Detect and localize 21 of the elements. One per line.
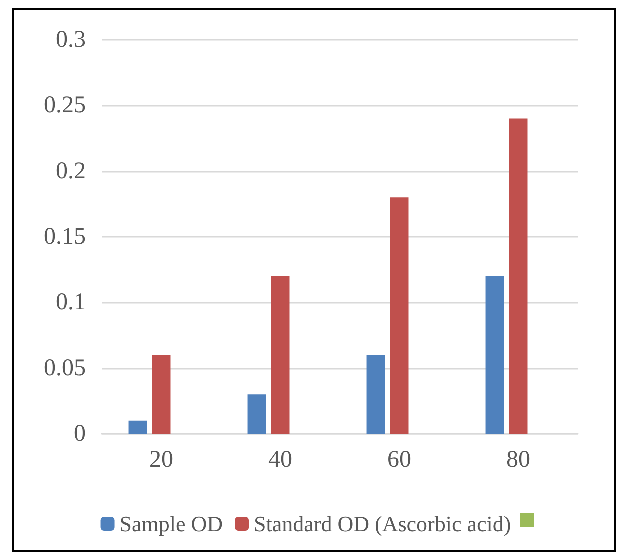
x-tick-label: 80: [506, 447, 530, 473]
legend-label: Standard OD (Ascorbic acid): [254, 512, 512, 536]
x-tick-label: 40: [268, 447, 292, 473]
y-tick-label: 0.2: [56, 158, 86, 184]
legend-label: Sample OD: [120, 512, 224, 536]
y-tick-label: 0.15: [44, 224, 86, 250]
bar: [486, 276, 504, 434]
bar: [271, 276, 290, 434]
y-tick-label: 0.05: [44, 355, 86, 382]
x-tick-label: 60: [388, 447, 412, 473]
bar: [248, 394, 266, 434]
y-tick-label: 0.3: [56, 27, 86, 53]
y-tick-label: 0: [74, 421, 86, 447]
y-tick-label: 0.1: [56, 290, 86, 316]
bar: [509, 118, 528, 434]
bar: [128, 420, 148, 434]
bar: [152, 355, 171, 434]
y-tick-label: 0.25: [44, 92, 86, 119]
bar: [366, 355, 386, 434]
bar: [390, 198, 409, 434]
x-tick-label: 20: [150, 447, 174, 473]
